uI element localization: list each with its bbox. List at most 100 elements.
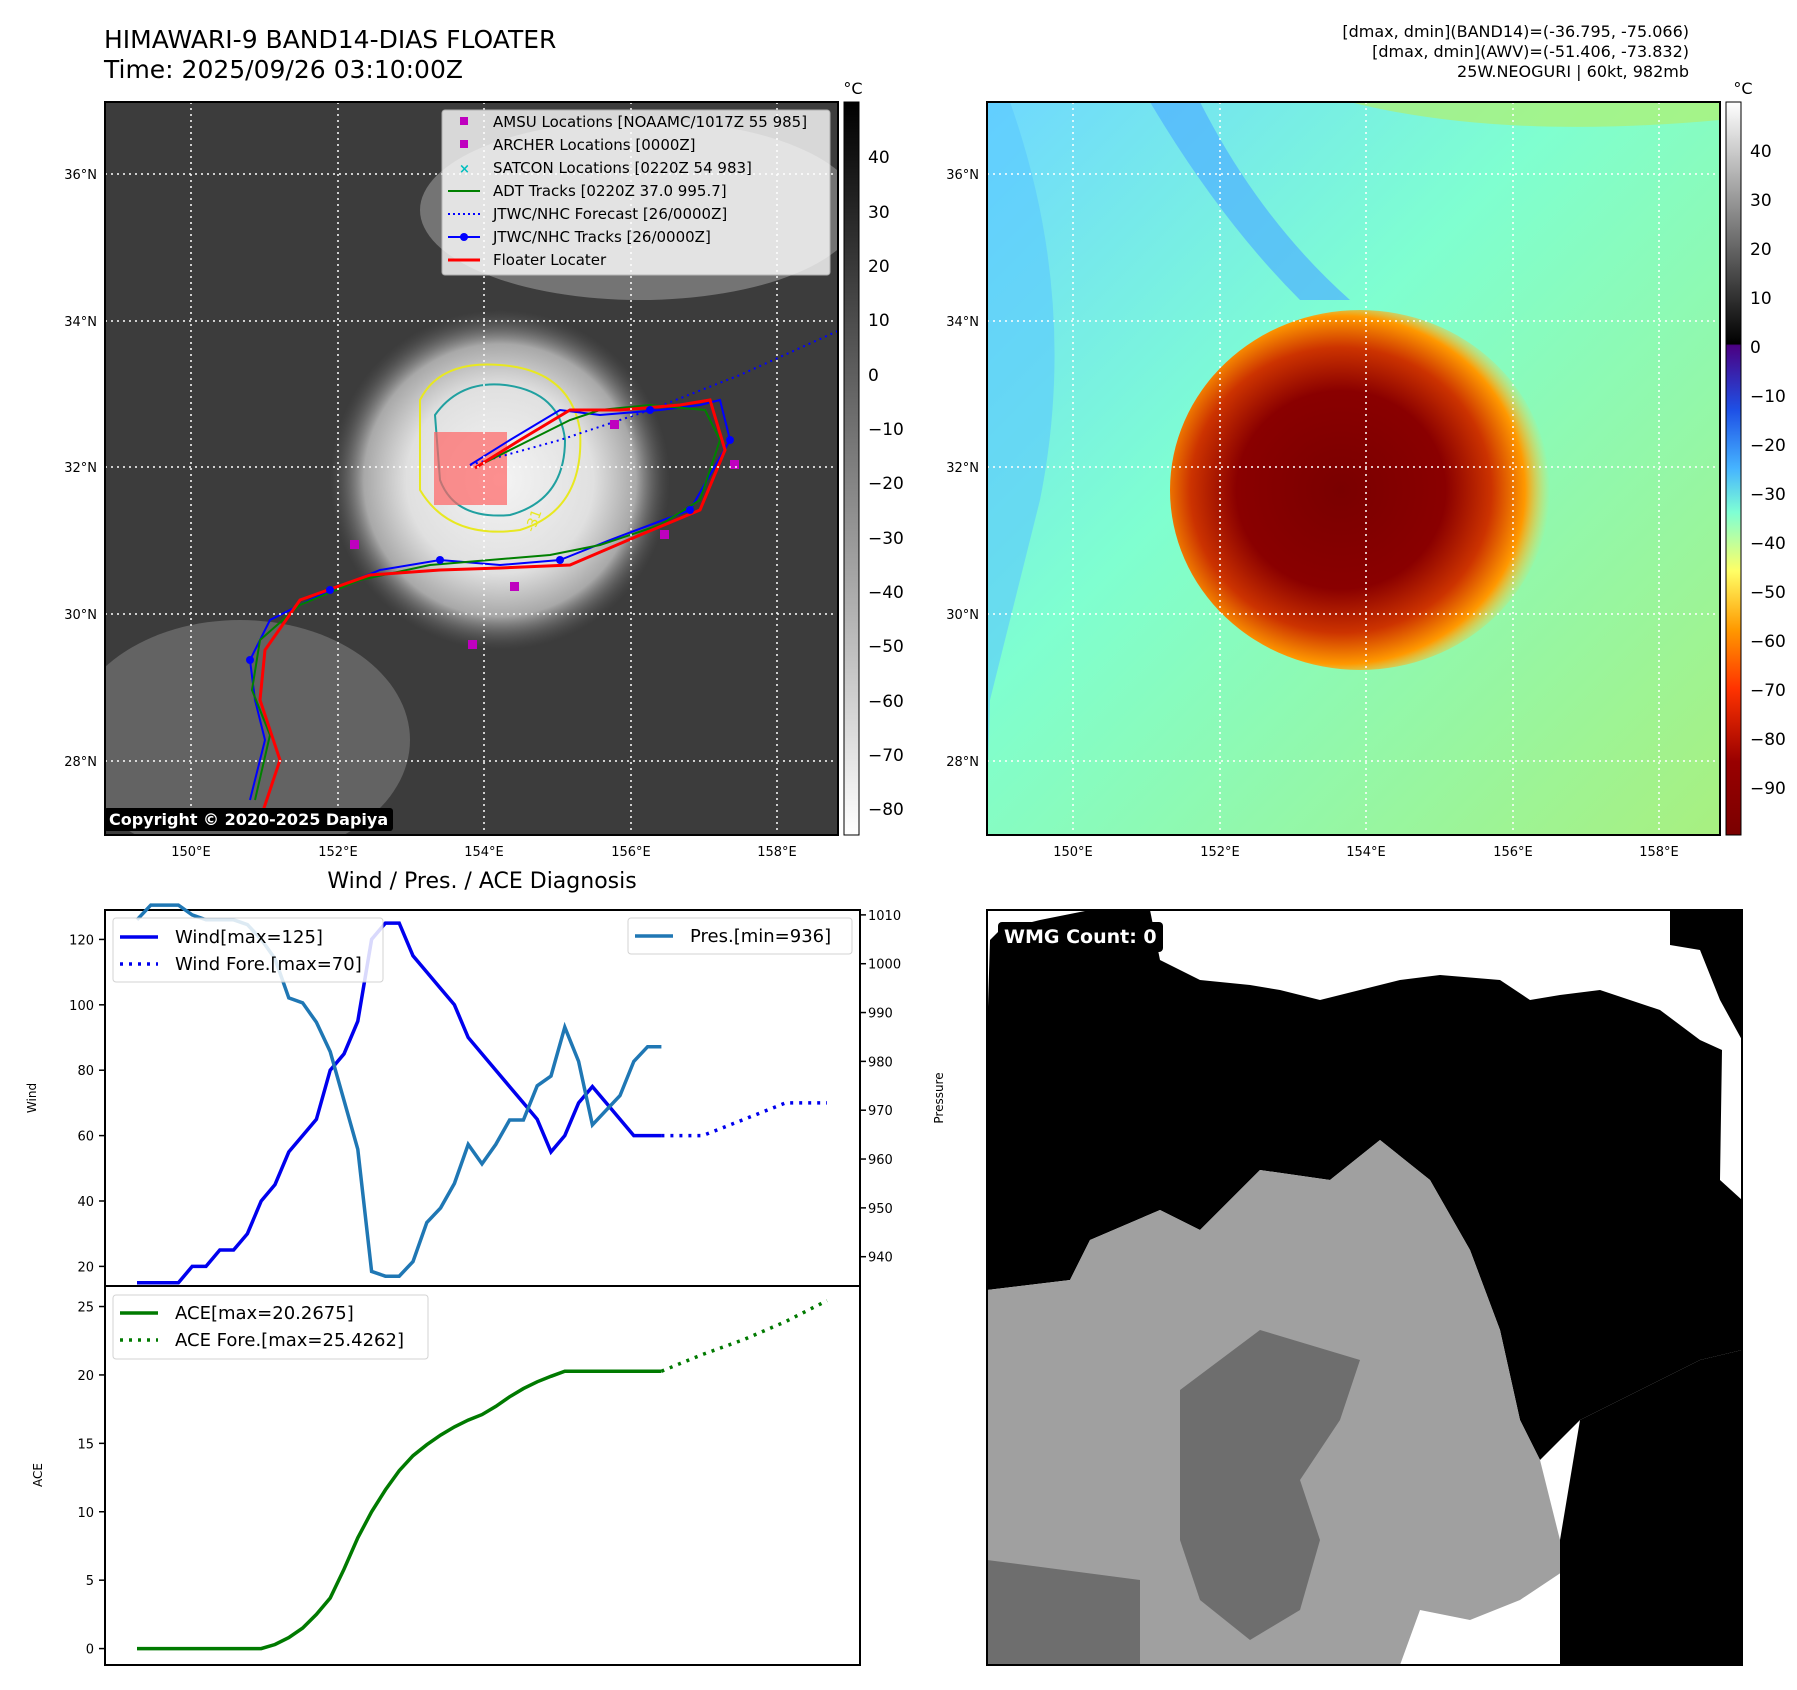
jtwc-track-line: [248, 398, 732, 801]
cloud-band-southwest: [105, 620, 410, 835]
ir-lon-tick-158: 158°E: [757, 845, 797, 860]
wind-tick-label-100: 100: [69, 999, 94, 1014]
contour-yellow: [419, 363, 582, 533]
wv-lat-tick-36: 36°N: [946, 168, 979, 183]
ir-legend-entries: AMSU Locations [NOAAMC/1017Z 55 985] ARC…: [448, 113, 807, 269]
legend-archer-label: ARCHER Locations [0000Z]: [493, 136, 696, 154]
wv-cbar-tick-10: 10: [1750, 289, 1772, 309]
ir-colorbar-unit: °C: [843, 79, 862, 98]
wv-lon-tick-152: 152°E: [1200, 845, 1240, 860]
ir-lon-tick-154: 154°E: [464, 845, 504, 860]
legend-wind-label: Wind[max=125]: [175, 927, 323, 948]
wv-lon-tick-154: 154°E: [1346, 845, 1386, 860]
wv-dry-band-west: [987, 102, 1055, 800]
wind-forecast-series-line: [661, 1101, 827, 1138]
ace-tick-label-10: 10: [77, 1506, 94, 1521]
wmg-black-region-ne: [1670, 910, 1742, 1040]
ace-tick-label-0: 0: [86, 1643, 94, 1658]
ir-lon-ticks: 150°E 152°E 154°E 156°E 158°E: [171, 845, 797, 860]
ace-tick-label-20: 20: [77, 1369, 94, 1384]
ace-forecast-series-line: [660, 1299, 828, 1373]
pressure-tick-label-980: 980: [868, 1055, 893, 1070]
pressure-tick-label-1010: 1010: [868, 909, 901, 924]
pressure-axis-label: Pressure: [932, 1072, 946, 1123]
floater-locater-line: [258, 398, 727, 821]
wv-cbar-tick-0: 0: [1750, 338, 1761, 358]
wv-map-frame: [986, 101, 1721, 836]
legend-satcon-marker: ×: [459, 162, 470, 177]
wv-lon-tick-156: 156°E: [1493, 845, 1533, 860]
ace-legend-box: [112, 1294, 429, 1360]
ir-lon-tick-150: 150°E: [171, 845, 211, 860]
ir-map-frame: [104, 101, 839, 836]
wv-cbar-tick-m10: −10: [1750, 387, 1786, 407]
ir-cbar-tick-m20: −20: [868, 474, 904, 494]
pressure-legend-box: [627, 917, 853, 955]
wv-cbar-tick-m80: −80: [1750, 730, 1786, 750]
legend-forecast-label: JTWC/NHC Forecast [26/0000Z]: [492, 205, 727, 223]
ir-cbar-tick-20: 20: [868, 257, 890, 277]
wmg-dark-gray-core: [1180, 1330, 1360, 1640]
ir-lon-tick-156: 156°E: [611, 845, 651, 860]
ir-lat-tick-34: 34°N: [64, 315, 97, 330]
wv-cbar-tick-m60: −60: [1750, 632, 1786, 652]
storm-info: 25W.NEOGURI | 60kt, 982mb: [1457, 62, 1689, 81]
figure-title-line2: Time: 2025/09/26 03:10:00Z: [104, 55, 463, 84]
wind-legend-box: [112, 917, 384, 983]
wv-moist-band: [1350, 102, 1720, 127]
ir-cbar-tick-40: 40: [868, 148, 890, 168]
ace-axis-label: ACE: [31, 1463, 45, 1487]
wv-lat-tick-32: 32°N: [946, 461, 979, 476]
ir-lat-tick-32: 32°N: [64, 461, 97, 476]
pressure-tick-label-970: 970: [868, 1104, 893, 1119]
pressure-tick-label-960: 960: [868, 1153, 893, 1168]
ace-chart: ACE 0 5 10 15 20 25 ACE[max=20.2675] ACE Fore…: [31, 1285, 861, 1666]
ir-cbar-tick-m80: −80: [868, 800, 904, 820]
legend-adt-label: ADT Tracks [0220Z 37.0 995.7]: [493, 182, 727, 200]
ir-cbar-tick-10: 10: [868, 311, 890, 331]
wv-storm-core: [1170, 310, 1550, 670]
amsu-archer-markers: [350, 420, 739, 649]
dmax-band14-info: [dmax, dmin](BAND14)=(-36.795, -75.066): [1342, 22, 1689, 41]
wmg-frame: [986, 909, 1743, 1666]
figure-title-line1: HIMAWARI-9 BAND14-DIAS FLOATER: [104, 25, 557, 54]
wv-cbar-tick-40: 40: [1750, 142, 1772, 162]
ir-map-panel: AMSU Locations [NOAAMC/1017Z 55 985] ARC…: [64, 79, 904, 860]
contour-teal: [433, 383, 567, 517]
legend-ace-fore-label: ACE Fore.[max=25.4262]: [175, 1330, 404, 1351]
ir-legend-box: [441, 109, 831, 276]
wind-tick-label-60: 60: [77, 1130, 94, 1145]
ir-cbar-tick-m60: −60: [868, 692, 904, 712]
wind-axis-label: Wind: [25, 1083, 39, 1113]
pressure-tick-label-990: 990: [868, 1007, 893, 1022]
wv-cbar-tick-20: 20: [1750, 240, 1772, 260]
wmg-panel: [986, 909, 1743, 1666]
pressure-tick-label-950: 950: [868, 1202, 893, 1217]
dmax-awv-info: [dmax, dmin](AWV)=(-51.406, -73.832): [1372, 42, 1689, 61]
pressure-y-ticks: 940 950 960 970 980 990 1000 1010: [860, 909, 901, 1266]
pressure-tick-label-1000: 1000: [868, 958, 901, 973]
legend-satcon-label: SATCON Locations [0220Z 54 983]: [493, 159, 752, 177]
wv-cbar-tick-30: 30: [1750, 191, 1772, 211]
ir-lat-ticks: 28°N 30°N 32°N 34°N 36°N: [64, 168, 97, 770]
wv-map-panel: 150°E 152°E 154°E 156°E 158°E 28°N 30°N …: [946, 79, 1786, 860]
wmg-count-badge: WMG Count: 0: [998, 922, 1163, 952]
ir-lon-tick-152: 152°E: [318, 845, 358, 860]
legend-track-dot: [460, 233, 468, 241]
legend-pressure-label: Pres.[min=936]: [690, 926, 831, 947]
ace-tick-label-25: 25: [77, 1301, 94, 1316]
ace-series-line: [137, 1369, 662, 1651]
ir-cbar-tick-m40: −40: [868, 583, 904, 603]
ir-colorbar-ticks: 40 30 20 10 0 −10 −20 −30 −40 −50 −60 −7…: [868, 148, 904, 820]
wmg-black-region-se: [1560, 1350, 1742, 1665]
legend-floater-label: Floater Locater: [493, 251, 607, 269]
wv-cbar-tick-m30: −30: [1750, 485, 1786, 505]
wv-colorbar: [1725, 101, 1742, 836]
wv-dry-band-north: [1150, 102, 1350, 300]
ir-colorbar: [843, 101, 860, 836]
wv-colorbar-ticks: 40 30 20 10 0 −10 −20 −30 −40 −50 −60 −7…: [1750, 142, 1786, 799]
ace-tick-label-5: 5: [86, 1574, 94, 1589]
ace-tick-label-15: 15: [77, 1437, 94, 1452]
wind-y-ticks: 20 40 60 80 100 120: [69, 933, 105, 1275]
